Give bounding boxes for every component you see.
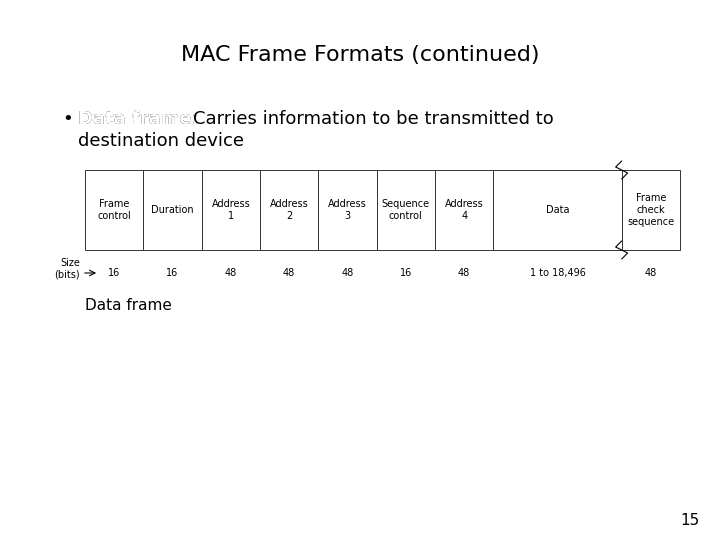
Text: 16: 16 — [166, 268, 179, 278]
Bar — [318, 170, 377, 250]
Text: 48: 48 — [458, 268, 470, 278]
Bar — [260, 170, 318, 250]
Text: 16: 16 — [108, 268, 120, 278]
Bar — [377, 170, 435, 250]
Text: Size
(bits): Size (bits) — [55, 258, 80, 280]
Bar — [621, 170, 680, 250]
Text: Data: Data — [546, 205, 570, 215]
Text: MAC Frame Formats (continued): MAC Frame Formats (continued) — [181, 45, 539, 65]
Text: 1 to 18,496: 1 to 18,496 — [530, 268, 585, 278]
Bar — [143, 170, 202, 250]
Text: Address
1: Address 1 — [212, 199, 251, 221]
Text: Data frame: Data frame — [85, 298, 172, 313]
Bar — [435, 170, 493, 250]
Text: Duration: Duration — [151, 205, 194, 215]
Text: 48: 48 — [644, 268, 657, 278]
Text: Frame
check
sequence: Frame check sequence — [627, 193, 675, 227]
Text: Address
3: Address 3 — [328, 199, 367, 221]
Text: 48: 48 — [225, 268, 237, 278]
Text: destination device: destination device — [78, 132, 244, 150]
Text: Sequence
control: Sequence control — [382, 199, 430, 221]
Bar — [202, 170, 260, 250]
Text: Frame
control: Frame control — [97, 199, 131, 221]
Text: •: • — [62, 110, 73, 128]
Text: 48: 48 — [341, 268, 354, 278]
Bar — [493, 170, 621, 250]
Bar — [85, 170, 143, 250]
Text: Data frame:: Data frame: — [78, 110, 199, 128]
Text: 15: 15 — [680, 513, 700, 528]
Text: 16: 16 — [400, 268, 412, 278]
Text: Carries information to be transmitted to: Carries information to be transmitted to — [193, 110, 554, 128]
Text: Address
4: Address 4 — [445, 199, 484, 221]
Text: Data frame:: Data frame: — [78, 110, 199, 128]
Text: 48: 48 — [283, 268, 295, 278]
Text: Address
2: Address 2 — [270, 199, 309, 221]
